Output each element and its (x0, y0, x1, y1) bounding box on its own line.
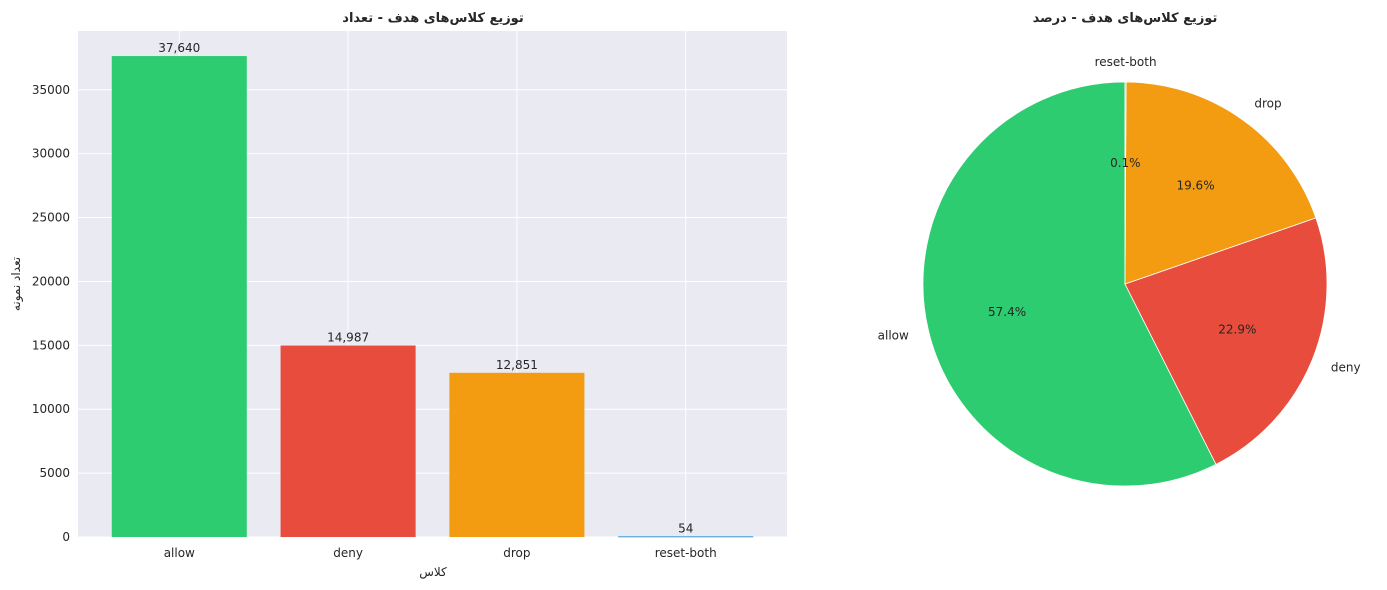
pie-percent-label: 0.1% (1110, 156, 1141, 170)
x-axis-label: کلاس (419, 565, 447, 580)
y-tick-label: 10000 (32, 402, 70, 416)
bar-value-label: 54 (678, 521, 693, 535)
pie-percent-label: 19.6% (1176, 178, 1214, 192)
bar-allow (111, 56, 247, 538)
bar-chart-title: توزیع کلاس‌های هدف - تعداد (342, 11, 523, 26)
pie-percent-label: 57.4% (988, 305, 1026, 319)
bar-value-label: 14,987 (327, 330, 369, 344)
pie-label: drop (1254, 96, 1281, 110)
pie-slices (922, 81, 1328, 487)
y-tick-label: 35000 (32, 83, 70, 97)
pie-slice-drop (1124, 81, 1317, 285)
y-axis-ticks: 0 5000 10000 15000 20000 25000 30000 35000 (32, 83, 70, 544)
pie-label: reset-both (1095, 55, 1157, 69)
bar-chart: توزیع کلاس‌های هدف - تعداد 0 5000 10000 150… (9, 11, 787, 580)
x-tick-label: deny (333, 546, 363, 560)
x-axis-ticks: allow deny drop reset-both (164, 546, 717, 560)
bar-drop (449, 372, 585, 537)
y-tick-label: 0 (62, 530, 70, 544)
bar-reset-both (618, 536, 754, 538)
y-tick-label: 5000 (39, 466, 70, 480)
pie-percent-labels: 57.4% 22.9% 19.6% 0.1% (988, 156, 1256, 337)
pie-label: allow (878, 328, 909, 342)
pie-chart-title: توزیع کلاس‌های هدف - درصد (1033, 11, 1218, 26)
pie-slice-reset-both (1124, 81, 1127, 285)
bar-value-label: 37,640 (158, 41, 200, 55)
y-tick-label: 15000 (32, 338, 70, 352)
bar-value-label: 12,851 (496, 358, 538, 372)
pie-slice-allow (922, 81, 1217, 487)
y-axis-label: تعداد نمونه (9, 257, 24, 311)
pie-percent-label: 22.9% (1218, 323, 1256, 337)
bar-deny (280, 345, 416, 537)
pie-labels: allow deny drop reset-both (878, 55, 1361, 375)
y-tick-label: 25000 (32, 211, 70, 225)
bar-value-labels: 37,640 14,987 12,851 54 (158, 41, 693, 535)
pie-label: deny (1331, 360, 1361, 374)
x-tick-label: drop (503, 546, 530, 560)
pie-chart: توزیع کلاس‌های هدف - درصد allow deny drop r… (878, 11, 1361, 487)
y-tick-label: 20000 (32, 274, 70, 288)
bar-series (111, 56, 754, 538)
pie-slice-deny (1124, 217, 1328, 465)
x-tick-label: allow (164, 546, 195, 560)
x-tick-label: reset-both (655, 546, 717, 560)
y-tick-label: 30000 (32, 147, 70, 161)
